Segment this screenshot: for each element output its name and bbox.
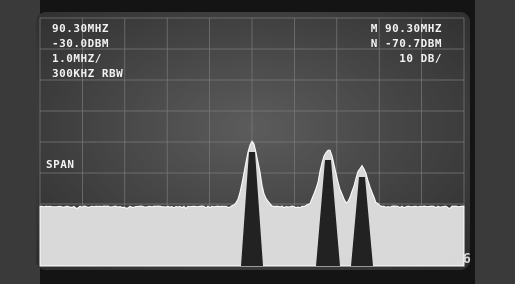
readout-reference-level: -30.0DBM bbox=[52, 37, 109, 50]
readout-rbw: 300KHZ RBW bbox=[52, 67, 123, 80]
bezel-left bbox=[0, 0, 40, 284]
readout-marker-level: N -70.7DBM bbox=[371, 37, 442, 50]
bezel-right bbox=[475, 0, 515, 284]
readout-span-per-div: 1.0MHZ/ bbox=[52, 52, 102, 65]
date-stamp: 12.01.2006 bbox=[388, 252, 471, 267]
readout-marker-frequency: M 90.30MHZ bbox=[371, 22, 442, 35]
analyzer-photo: 90.30MHZ -30.0DBM 1.0MHZ/ 300KHZ RBW M 9… bbox=[0, 0, 515, 284]
readout-center-frequency: 90.30MHZ bbox=[52, 22, 109, 35]
readout-scale: 10 DB/ bbox=[399, 52, 442, 65]
span-label: SPAN bbox=[46, 158, 75, 171]
